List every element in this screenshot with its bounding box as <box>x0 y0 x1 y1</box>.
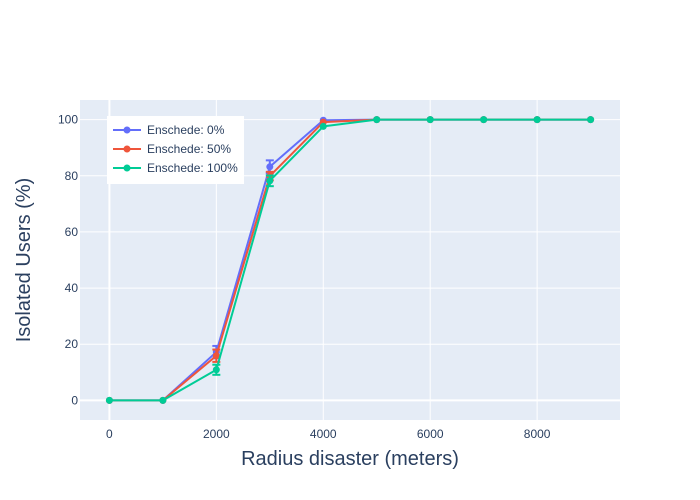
legend-swatch-marker <box>123 164 131 172</box>
y-tick-label: 60 <box>65 225 79 239</box>
series-layer <box>105 116 595 404</box>
x-tick-label: 2000 <box>203 427 230 441</box>
data-point <box>159 396 167 404</box>
data-point <box>266 163 274 171</box>
x-tick-label: 8000 <box>524 427 551 441</box>
data-point <box>587 116 595 124</box>
series-2 <box>105 116 595 404</box>
legend-label: Enschede: 100% <box>147 161 238 175</box>
data-point <box>212 352 220 360</box>
x-axis: 0 2000 4000 6000 8000 <box>106 427 551 441</box>
legend-swatch-marker <box>123 126 131 134</box>
y-tick-label: 80 <box>65 169 79 183</box>
y-tick-label: 40 <box>65 281 79 295</box>
data-point <box>212 366 220 374</box>
y-tick-label: 20 <box>65 337 79 351</box>
x-tick-label: 0 <box>106 427 113 441</box>
data-point <box>373 116 381 124</box>
y-tick-label: 0 <box>71 393 78 407</box>
data-point <box>105 396 113 404</box>
y-axis-title: Isolated Users (%) <box>13 178 35 343</box>
legend-label: Enschede: 0% <box>147 123 225 137</box>
x-tick-label: 6000 <box>417 427 444 441</box>
data-point <box>266 177 274 185</box>
series-line <box>109 118 591 402</box>
x-axis-title: Radius disaster (meters) <box>241 448 459 470</box>
x-tick-label: 4000 <box>310 427 337 441</box>
y-axis: 0 20 40 60 80 100 <box>58 113 78 408</box>
legend: Enschede: 0% Enschede: 50% Enschede: 100% <box>107 116 244 184</box>
data-point <box>319 122 327 130</box>
legend-swatch-marker <box>123 145 131 153</box>
legend-label: Enschede: 50% <box>147 142 231 156</box>
data-point <box>533 116 541 124</box>
data-point <box>480 116 488 124</box>
y-tick-label: 100 <box>58 113 78 127</box>
data-point <box>426 116 434 124</box>
